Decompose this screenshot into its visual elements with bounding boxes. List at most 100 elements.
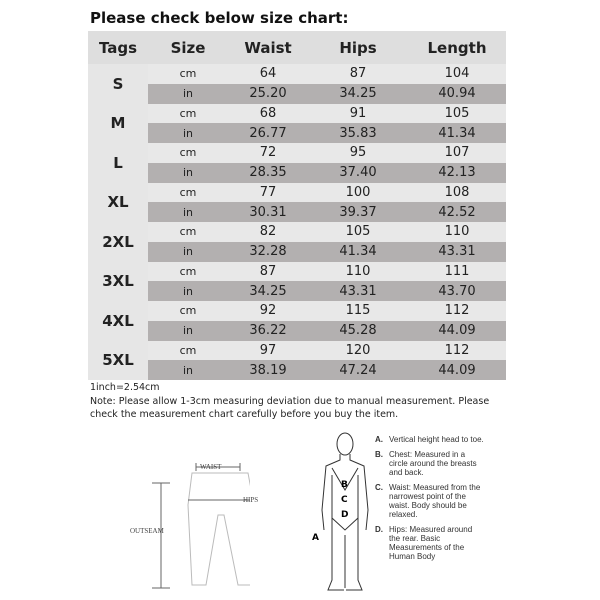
value-cell: 105 [408, 103, 506, 124]
value-cell: 105 [308, 222, 408, 242]
table-row: 5XL cm 97 120 112 [88, 340, 506, 380]
value-cell: 41.34 [308, 241, 408, 262]
value-cell: 44.09 [408, 320, 506, 341]
value-cell: 68 [228, 103, 308, 124]
unit-cell: cm [148, 143, 228, 163]
table-row: XL cm 77 100 108 [88, 182, 506, 222]
unit-cell: cm [148, 222, 228, 242]
header-hips: Hips [308, 31, 408, 64]
body-label-a: A [312, 533, 319, 543]
table-row: in 36.22 45.28 44.09 [88, 320, 506, 341]
size-tag: S [88, 64, 148, 104]
value-cell: 28.35 [228, 162, 308, 183]
table-row: in 38.19 47.24 44.09 [88, 360, 506, 380]
unit-cell: cm [148, 64, 228, 84]
value-cell: 47.24 [308, 360, 408, 380]
value-cell: 36.22 [228, 320, 308, 341]
value-cell: 111 [408, 261, 506, 282]
table-row: in 28.35 37.40 42.13 [88, 162, 506, 183]
unit-cell: cm [148, 261, 228, 282]
size-tag: 5XL [88, 340, 148, 380]
header-length: Length [408, 31, 506, 64]
size-tag: 3XL [88, 261, 148, 301]
value-cell: 110 [308, 261, 408, 282]
value-cell: 107 [408, 143, 506, 163]
value-cell: 41.34 [408, 123, 506, 143]
value-cell: 43.31 [308, 281, 408, 301]
pants-diagram: WAIST OUTSEAM [130, 463, 250, 589]
legend-text: Chest: Measured in a circle around the b… [389, 450, 477, 477]
unit-cell: in [148, 123, 228, 143]
value-cell: 115 [308, 301, 408, 321]
value-cell: 77 [228, 182, 308, 203]
value-cell: 91 [308, 103, 408, 124]
legend-item: D. Hips: Measured around the rear. Basic … [375, 525, 484, 561]
legend-key: C. [375, 483, 383, 492]
legend-text: Vertical height head to toe. [389, 435, 484, 444]
value-cell: 42.13 [408, 162, 506, 183]
value-cell: 100 [308, 182, 408, 203]
page-title: Please check below size chart: [90, 9, 349, 27]
table-row: in 25.20 34.25 40.94 [88, 83, 506, 104]
value-cell: 39.37 [308, 202, 408, 222]
value-cell: 72 [228, 143, 308, 163]
legend-item: C. Waist: Measured from the narrowest poi… [375, 483, 484, 519]
unit-cell: cm [148, 301, 228, 321]
hips-label: HIPS [243, 496, 259, 504]
value-cell: 42.52 [408, 202, 506, 222]
legend-key: A. [375, 435, 383, 444]
legend-key: D. [375, 525, 383, 534]
value-cell: 44.09 [408, 360, 506, 380]
header-row: Tags Size Waist Hips Length [88, 31, 506, 64]
value-cell: 92 [228, 301, 308, 321]
legend-text: Hips: Measured around the rear. Basic Me… [389, 525, 473, 561]
unit-cell: in [148, 320, 228, 341]
size-tag: M [88, 103, 148, 143]
unit-cell: in [148, 360, 228, 380]
value-cell: 104 [408, 64, 506, 84]
body-label-c: C [341, 495, 348, 505]
value-cell: 38.19 [228, 360, 308, 380]
unit-cell: cm [148, 340, 228, 361]
size-tag: 2XL [88, 222, 148, 262]
value-cell: 35.83 [308, 123, 408, 143]
value-cell: 45.28 [308, 320, 408, 341]
value-cell: 30.31 [228, 202, 308, 222]
outseam-label: OUTSEAM [130, 527, 165, 535]
legend-item: B. Chest: Measured in a circle around the… [375, 450, 484, 477]
unit-cell: cm [148, 103, 228, 124]
table-row: 2XL cm 82 105 110 [88, 222, 506, 262]
waist-label: WAIST [200, 463, 222, 471]
value-cell: 82 [228, 222, 308, 242]
unit-cell: cm [148, 182, 228, 203]
legend-text: Waist: Measured from the narrowest point… [389, 483, 481, 519]
unit-cell: in [148, 202, 228, 222]
header-size: Size [148, 31, 228, 64]
value-cell: 112 [408, 340, 506, 361]
unit-cell: in [148, 281, 228, 301]
value-cell: 26.77 [228, 123, 308, 143]
body-label-b: B [341, 480, 348, 490]
legend-item: A. Vertical height head to toe. [375, 435, 484, 444]
size-tag: XL [88, 182, 148, 222]
table-row: in 32.28 41.34 43.31 [88, 241, 506, 262]
table-row: in 26.77 35.83 41.34 [88, 123, 506, 143]
value-cell: 87 [228, 261, 308, 282]
value-cell: 43.31 [408, 241, 506, 262]
header-waist: Waist [228, 31, 308, 64]
value-cell: 25.20 [228, 83, 308, 104]
body-diagram: B C D A [312, 432, 369, 591]
value-cell: 64 [228, 64, 308, 84]
legend-key: B. [375, 450, 383, 459]
unit-cell: in [148, 83, 228, 104]
value-cell: 43.70 [408, 281, 506, 301]
body-label-d: D [341, 510, 348, 520]
value-cell: 40.94 [408, 83, 506, 104]
value-cell: 34.25 [308, 83, 408, 104]
conversion-text: 1inch=2.54cm [90, 382, 160, 393]
value-cell: 120 [308, 340, 408, 361]
